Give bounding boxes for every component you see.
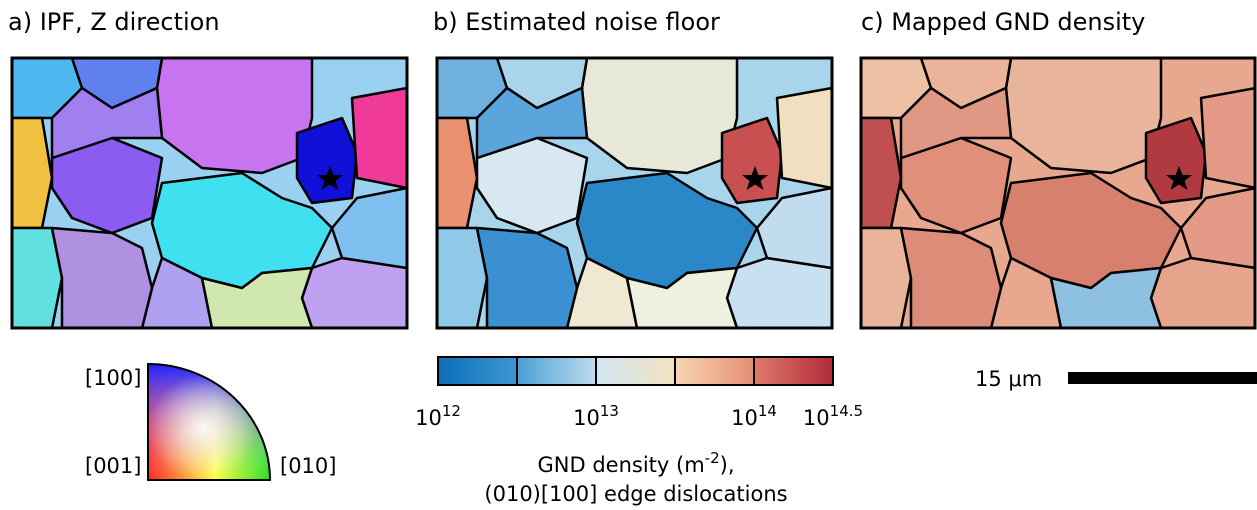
- colorbar: [437, 356, 834, 386]
- panel-title: c) Mapped GND density: [861, 8, 1145, 36]
- noise-map: [437, 58, 832, 328]
- map-frame: [859, 56, 1257, 330]
- shape: ),: [720, 453, 735, 477]
- shape: [438, 357, 517, 385]
- grain: [1149, 256, 1256, 328]
- grain: [1144, 116, 1208, 205]
- grain: [350, 86, 407, 190]
- shape: 10: [803, 406, 830, 430]
- colorbar-tick-label: 1013: [573, 402, 619, 430]
- shape: GND density (m: [538, 453, 705, 477]
- ipf-map: [12, 58, 407, 328]
- shape: 12: [442, 402, 461, 420]
- shape: 14.5: [830, 402, 863, 420]
- grain: [861, 116, 903, 230]
- colorbar-tick-label: 1014: [731, 402, 777, 430]
- grain: [1199, 86, 1256, 190]
- shape: -2: [705, 449, 720, 467]
- shape: 10: [573, 406, 600, 430]
- grain: [720, 116, 784, 205]
- shape: [596, 357, 675, 385]
- panel-title: a) IPF, Z direction: [8, 8, 220, 36]
- colorbar-tick-label: 1014.5: [803, 402, 863, 430]
- scale-bar-label: 15 μm: [975, 367, 1042, 391]
- grain: [725, 256, 832, 328]
- gnd-map: [861, 58, 1256, 328]
- map-frame: [10, 56, 409, 330]
- shape: [437, 356, 834, 386]
- panel-title: b) Estimated noise floor: [433, 8, 720, 36]
- ipf-key: [147, 362, 272, 481]
- shape: [754, 357, 833, 385]
- ipf-label: [001]: [85, 454, 141, 478]
- colorbar-tick-label: 1012: [415, 402, 461, 430]
- grain: [12, 116, 54, 230]
- shape: [148, 364, 270, 480]
- shape: [517, 357, 596, 385]
- shape: 10: [731, 406, 758, 430]
- shape: [147, 362, 272, 481]
- grain: [775, 86, 832, 190]
- colorbar-label: GND density (m-2),: [538, 449, 735, 477]
- ipf-label: [010]: [280, 454, 336, 478]
- shape: 13: [600, 402, 619, 420]
- colorbar-label: (010)[100] edge dislocations: [484, 482, 787, 506]
- shape: 14: [758, 402, 777, 420]
- shape: [675, 357, 754, 385]
- map-frame: [435, 56, 834, 330]
- shape: 10: [415, 406, 442, 430]
- grain: [295, 116, 359, 205]
- ipf-label: [100]: [85, 366, 141, 390]
- grain: [437, 116, 479, 230]
- scale-bar: [1068, 372, 1257, 384]
- grain: [300, 256, 407, 328]
